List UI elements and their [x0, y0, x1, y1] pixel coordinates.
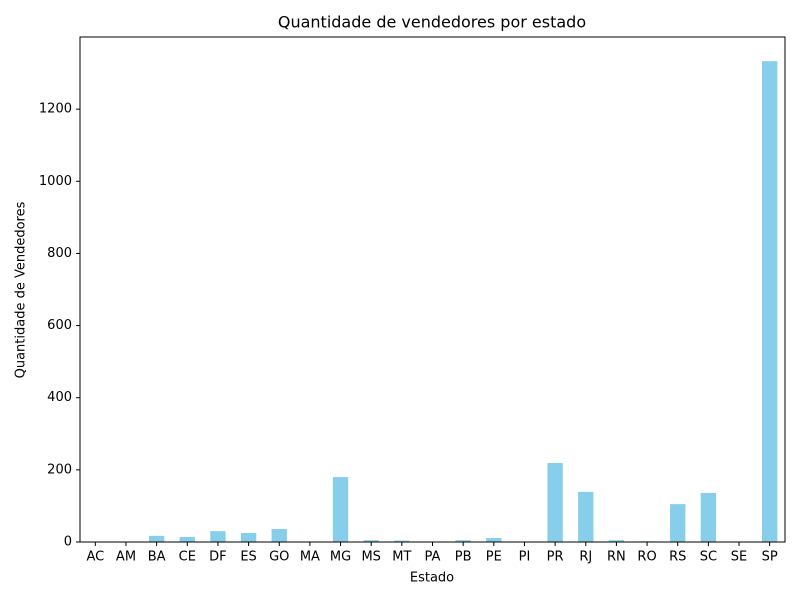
x-tick-label: RN	[607, 550, 626, 565]
bar	[486, 538, 501, 542]
bar	[762, 61, 777, 542]
x-tick-label: BA	[148, 550, 166, 565]
bar	[180, 537, 195, 542]
y-tick-label: 400	[47, 390, 72, 405]
y-tick-label: 200	[47, 462, 72, 477]
x-axis-label: Estado	[410, 571, 454, 586]
bar	[701, 493, 716, 542]
x-tick-label: SE	[731, 550, 747, 565]
x-tick-label: MT	[392, 550, 411, 565]
x-tick-label: GO	[269, 550, 289, 565]
x-tick-label: PB	[455, 550, 472, 565]
y-tick-label: 1000	[39, 174, 72, 189]
x-tick-label: RO	[637, 550, 656, 565]
x-tick-label: ES	[240, 550, 256, 565]
bar	[333, 477, 348, 542]
bar	[210, 531, 225, 542]
bar	[241, 533, 256, 542]
x-tick-label: PA	[425, 550, 441, 565]
x-tick-label: AC	[86, 550, 104, 565]
bar	[578, 492, 593, 542]
bar	[547, 463, 562, 542]
x-tick-label: MA	[300, 550, 320, 565]
bar	[272, 529, 287, 542]
x-tick-label: PE	[486, 550, 502, 565]
x-tick-label: MS	[361, 550, 380, 565]
y-tick-label: 600	[47, 318, 72, 333]
x-tick-label: SC	[700, 550, 717, 565]
x-tick-label: DF	[209, 550, 227, 565]
chart-title: Quantidade de vendedores por estado	[278, 13, 586, 32]
x-tick-label: PI	[519, 550, 531, 565]
x-tick-label: RJ	[579, 550, 592, 565]
bar	[149, 536, 164, 542]
x-tick-label: CE	[179, 550, 196, 565]
y-axis-label: Quantidade de Vendedores	[14, 201, 29, 378]
x-tick-label: PR	[547, 550, 564, 565]
x-tick-label: SP	[762, 550, 778, 565]
y-tick-label: 1200	[39, 102, 72, 117]
bar	[670, 504, 685, 542]
x-tick-label: AM	[116, 550, 136, 565]
x-tick-label: MG	[330, 550, 351, 565]
y-tick-label: 800	[47, 246, 72, 261]
x-tick-label: RS	[669, 550, 686, 565]
y-tick-label: 0	[64, 535, 72, 550]
